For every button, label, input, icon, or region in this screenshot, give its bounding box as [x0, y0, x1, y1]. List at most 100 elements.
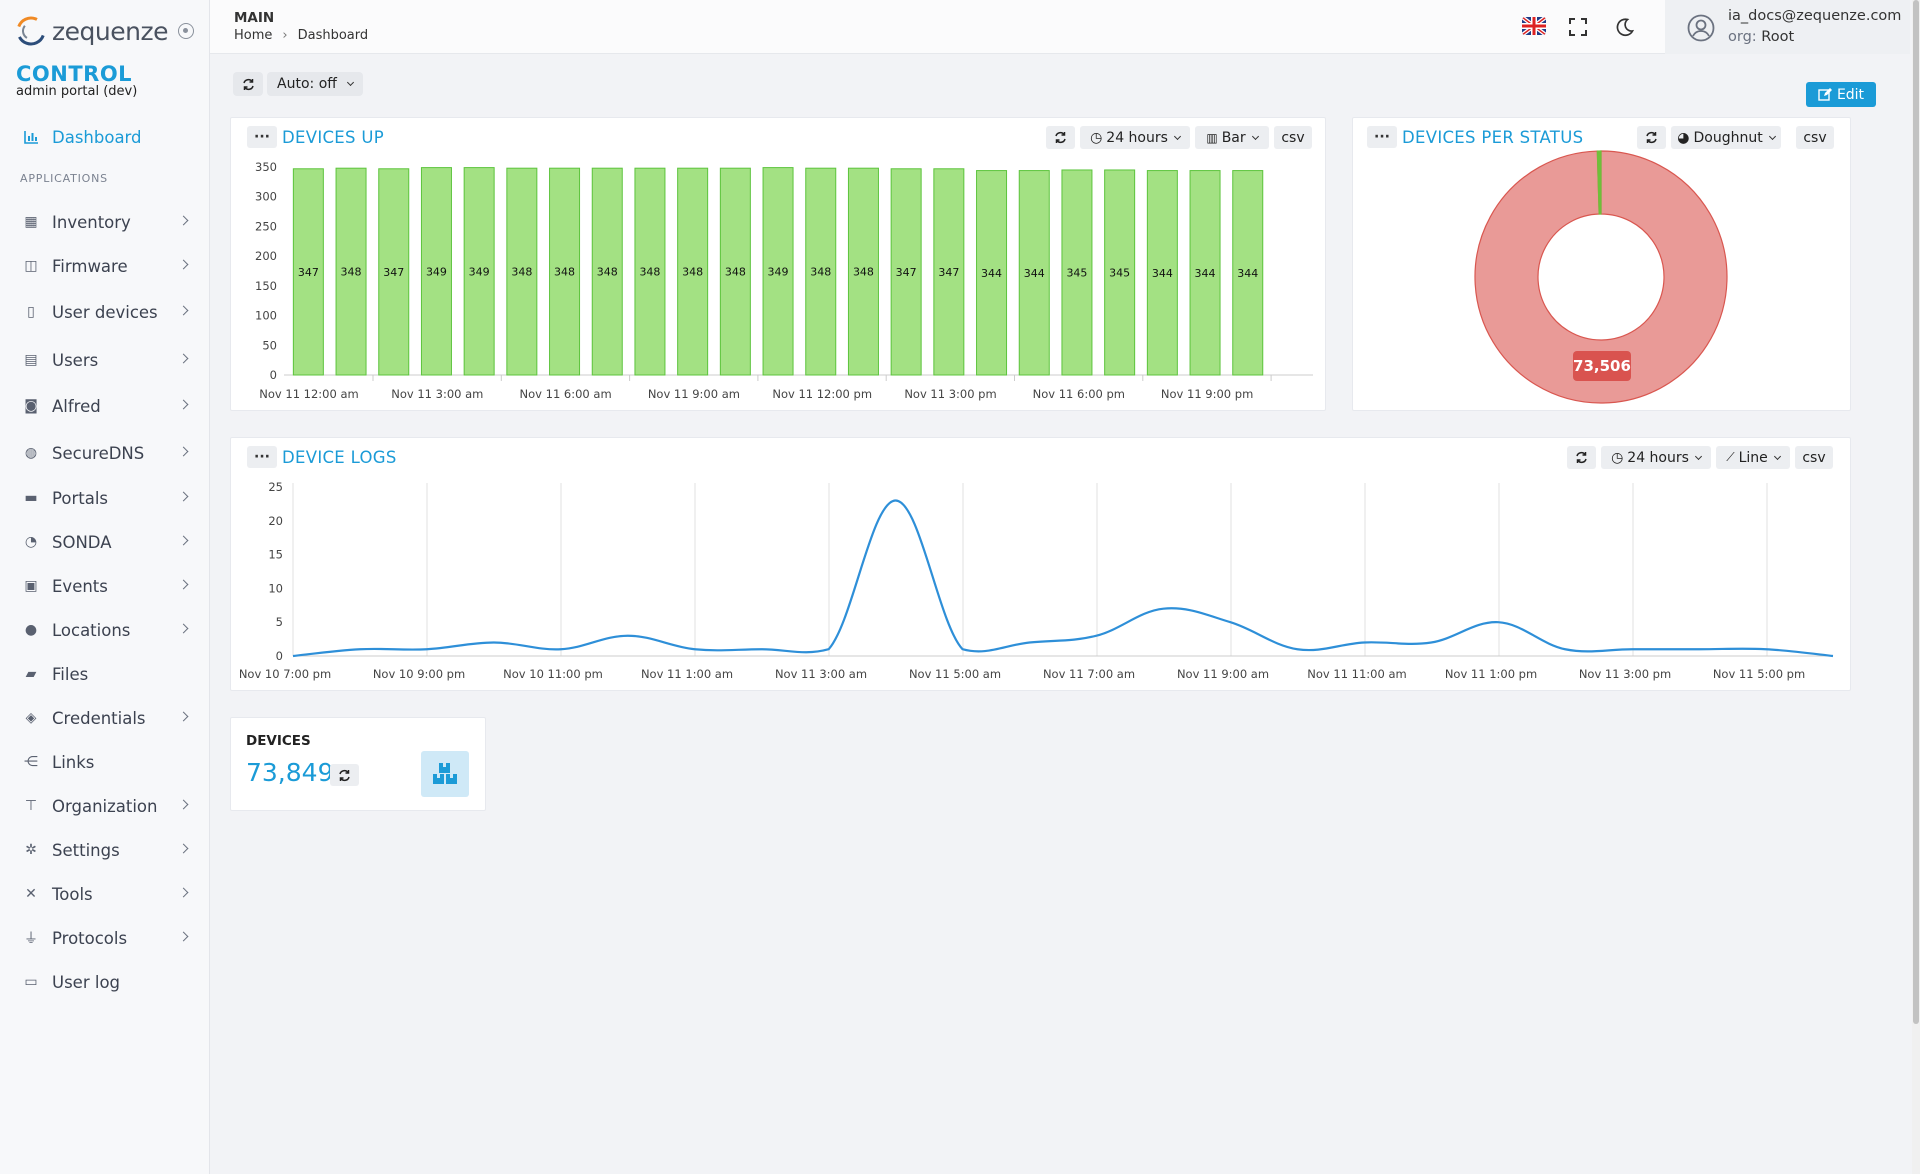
sidebar-item-user-log[interactable]: ▭ User log [0, 962, 209, 1002]
x-tick-label: Nov 11 12:00 pm [772, 387, 872, 401]
sidebar-item-tools[interactable]: ✕ Tools [0, 874, 209, 914]
bar [976, 170, 1008, 376]
calendar-icon: ▭ [24, 974, 38, 990]
time-range-dropdown[interactable]: ◷ 24 hours [1601, 446, 1711, 469]
sidebar-item-label: Links [52, 752, 95, 772]
sidebar-item-securedns[interactable]: ◍ SecureDNS [0, 433, 209, 473]
widget-menu-button[interactable]: ··· [247, 446, 277, 468]
user-menu[interactable]: ia_docs@zequenze.com org: Root [1665, 0, 1910, 54]
auto-refresh-dropdown[interactable]: Auto: off [267, 72, 363, 96]
y-tick-label: 25 [268, 480, 283, 494]
mobile-icon: ▯ [27, 304, 35, 320]
bar-data-label: 348 [810, 266, 831, 279]
chevron-right-icon [178, 305, 189, 316]
series-line [292, 499, 1834, 658]
chart-type-dropdown[interactable]: ◕ Doughnut [1671, 126, 1781, 149]
widget-menu-button[interactable]: ··· [247, 126, 277, 148]
chevron-right-icon [178, 491, 189, 502]
chart-type-dropdown[interactable]: ⟋ Line [1716, 446, 1790, 469]
sidebar-item-label: Events [52, 576, 108, 596]
sidebar-item-credentials[interactable]: ◈ Credentials [0, 698, 209, 738]
refresh-icon [339, 769, 350, 781]
sidebar-item-label: Inventory [52, 212, 131, 232]
bar [762, 167, 794, 376]
breadcrumb-home[interactable]: Home [234, 28, 273, 43]
csv-export-button[interactable]: csv [1796, 126, 1834, 149]
dark-mode-icon[interactable] [1615, 17, 1635, 37]
widget-refresh-button[interactable] [1046, 126, 1075, 149]
widget-menu-button[interactable]: ··· [1367, 126, 1397, 148]
sidebar-item-dashboard[interactable]: Dashboard [0, 117, 209, 157]
logo-text: zequenze [52, 16, 168, 46]
sidebar-item-protocols[interactable]: ⏚ Protocols [0, 918, 209, 958]
sidebar-item-label: User devices [52, 302, 158, 322]
bar-data-label: 348 [682, 266, 703, 279]
sidebar-item-users[interactable]: ▤ Users [0, 340, 209, 380]
sidebar-item-alfred[interactable]: ◙ Alfred [0, 386, 209, 426]
sidebar-item-links[interactable]: ⋲ Links [0, 742, 209, 782]
edit-icon [1818, 88, 1832, 101]
globe-icon: ◍ [24, 445, 38, 461]
sidebar-item-settings[interactable]: ✲ Settings [0, 830, 209, 870]
sidebar-item-locations[interactable]: ● Locations [0, 610, 209, 650]
sidebar-item-label: Credentials [52, 708, 146, 728]
robot-icon: ◙ [24, 398, 38, 414]
auto-refresh-label: Auto: off [277, 76, 337, 92]
y-tick-label: 200 [255, 249, 277, 263]
devices-per-status-chart: 73,506 [1474, 150, 1728, 404]
bar-data-label: 344 [1152, 267, 1173, 280]
calendar-note-icon: ▣ [24, 578, 38, 594]
csv-export-button[interactable]: csv [1274, 126, 1312, 149]
chevron-right-icon [178, 215, 189, 226]
bar [677, 167, 709, 376]
fullscreen-icon[interactable] [1569, 18, 1587, 36]
csv-export-button[interactable]: csv [1795, 446, 1833, 469]
sidebar-item-portals[interactable]: ▬ Portals [0, 478, 209, 518]
sitemap-icon: ⊤ [24, 798, 38, 814]
plug-icon: ⏚ [24, 931, 38, 947]
edit-dashboard-button[interactable]: Edit [1806, 82, 1876, 107]
user-email: ia_docs@zequenze.com [1728, 8, 1902, 24]
devices-refresh-button[interactable] [330, 764, 359, 786]
devices-per-status-card: ··· DEVICES PER STATUS ◕ Doughnut csv 73,… [1352, 117, 1851, 411]
bar-data-label: 348 [554, 266, 575, 279]
logo[interactable]: zequenze [14, 14, 194, 48]
sidebar-item-organization[interactable]: ⊤ Organization [0, 786, 209, 826]
x-tick-label: Nov 11 1:00 pm [1445, 667, 1537, 681]
chart-type-dropdown[interactable]: ▥ Bar [1195, 126, 1269, 149]
y-tick-label: 150 [255, 279, 277, 293]
widget-title: DEVICES UP [282, 128, 384, 147]
pin-sidebar-icon[interactable] [178, 23, 194, 39]
sidebar-item-firmware[interactable]: ◫ Firmware [0, 246, 209, 286]
csv-label: csv [1281, 129, 1305, 146]
device-logs-card: ··· DEVICE LOGS ◷ 24 hours ⟋ Line csv 0 5 10… [230, 437, 1851, 691]
sidebar-item-inventory[interactable]: ▦ Inventory [0, 202, 209, 242]
y-tick-label: 100 [255, 309, 277, 323]
bar-data-label: 348 [639, 266, 660, 279]
sidebar-item-events[interactable]: ▣ Events [0, 566, 209, 606]
chart-type-label: Doughnut [1693, 129, 1763, 146]
time-range-dropdown[interactable]: ◷ 24 hours [1080, 126, 1190, 149]
window-icon: ▬ [24, 490, 38, 506]
app-subtitle: admin portal (dev) [16, 84, 138, 99]
widget-refresh-button[interactable] [1637, 126, 1666, 149]
sidebar-item-sonda[interactable]: ◔ SONDA [0, 522, 209, 562]
bar [805, 167, 837, 376]
x-tick-label: Nov 11 9:00 am [648, 387, 740, 401]
refresh-button[interactable] [233, 72, 263, 96]
chart-bar-icon [23, 129, 39, 145]
scrollbar-thumb[interactable] [1913, 0, 1919, 1024]
y-tick-label: 20 [268, 514, 283, 528]
x-tick-label: Nov 11 5:00 pm [1713, 667, 1805, 681]
uk-flag-icon[interactable] [1522, 17, 1546, 35]
x-tick-label: Nov 11 5:00 am [909, 667, 1001, 681]
sidebar-item-user-devices[interactable]: ▯ User devices [0, 292, 209, 332]
page-scrollbar[interactable] [1912, 0, 1920, 1174]
sidebar-item-files[interactable]: ▰ Files [0, 654, 209, 694]
widget-refresh-button[interactable] [1567, 446, 1596, 469]
bar [1061, 169, 1093, 376]
chevron-right-icon [178, 579, 189, 590]
bar-data-label: 348 [511, 266, 532, 279]
x-tick-label: Nov 11 3:00 pm [1579, 667, 1671, 681]
refresh-icon [242, 78, 254, 90]
